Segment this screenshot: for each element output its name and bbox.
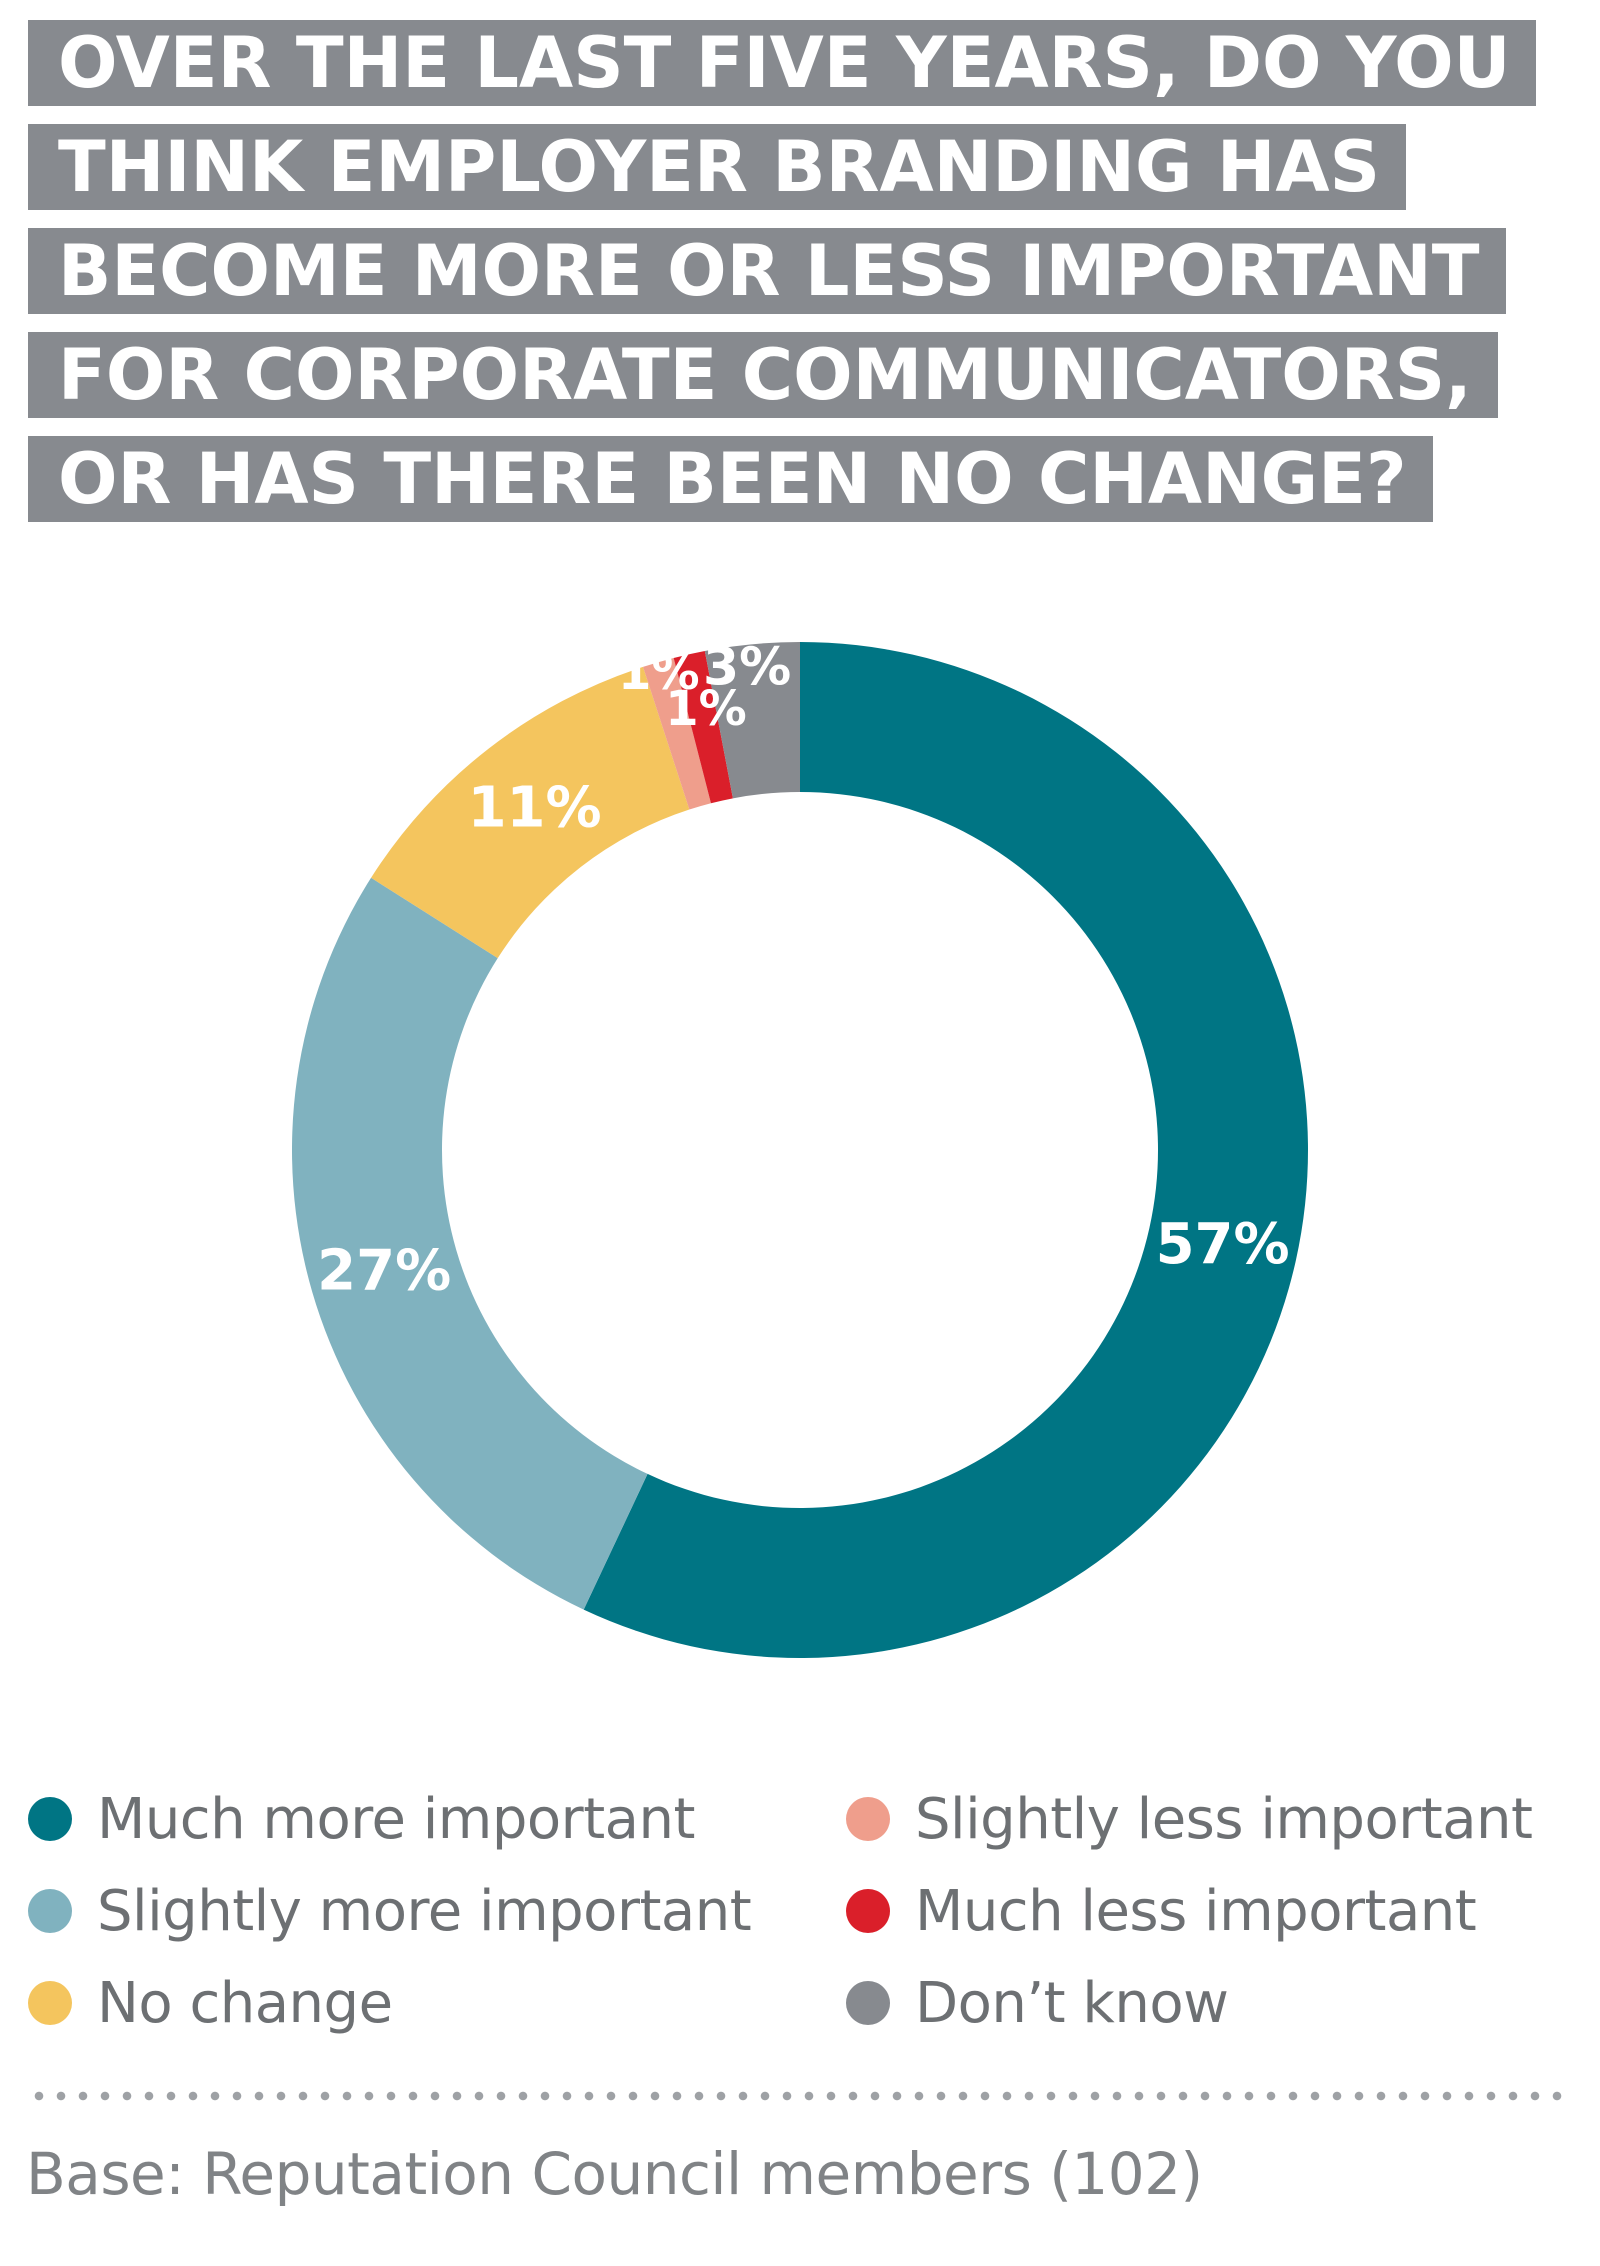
footnote: Base: Reputation Council members (102) bbox=[26, 2140, 1203, 2208]
slice-much-less-important bbox=[673, 650, 733, 804]
slice-label-much-more-important: 57% bbox=[1156, 1212, 1290, 1277]
legend-swatch bbox=[846, 1981, 890, 2025]
legend-item-slightly-less-important: Slightly less important bbox=[846, 1773, 1533, 1865]
slice-no-change bbox=[371, 666, 690, 959]
title-line-text: OVER THE LAST FIVE YEARS, DO YOU bbox=[28, 20, 1537, 106]
legend-label: Slightly less important bbox=[915, 1786, 1533, 1852]
legend: Much more important Slightly more import… bbox=[28, 1773, 1598, 2073]
legend-item-much-more-important: Much more important bbox=[28, 1773, 695, 1865]
donut-labels: 57% 27% 11% 1%1%3% bbox=[317, 637, 1289, 1303]
legend-item-much-less-important: Much less important bbox=[846, 1865, 1477, 1957]
legend-swatch bbox=[28, 1981, 72, 2025]
donut-chart: 57% 27% 11% 1%1%3% bbox=[291, 637, 1308, 1658]
legend-label: Much more important bbox=[97, 1786, 695, 1852]
slice-label-much-less-important: 1% bbox=[665, 681, 747, 737]
legend-item-slightly-more-important: Slightly more important bbox=[28, 1865, 752, 1957]
legend-label: Don’t know bbox=[915, 1970, 1229, 2036]
slice-don-t-know bbox=[704, 642, 800, 799]
legend-swatch bbox=[28, 1889, 72, 1933]
slice-label-slightly-more-important: 27% bbox=[317, 1238, 451, 1303]
legend-label: Slightly more important bbox=[97, 1878, 752, 1944]
title-line: THINK EMPLOYER BRANDING HAS bbox=[28, 124, 1588, 228]
legend-swatch bbox=[846, 1889, 890, 1933]
legend-item-no-change: No change bbox=[28, 1957, 393, 2049]
slice-label-don-t-know: 3% bbox=[703, 637, 791, 697]
slice-slightly-less-important bbox=[643, 657, 711, 810]
legend-swatch bbox=[28, 1797, 72, 1841]
chart-title: OVER THE LAST FIVE YEARS, DO YOU THINK E… bbox=[28, 20, 1588, 540]
title-line: BECOME MORE OR LESS IMPORTANT bbox=[28, 228, 1588, 332]
legend-label: No change bbox=[97, 1970, 393, 2036]
slice-label-slightly-less-important: 1% bbox=[618, 645, 700, 701]
title-line-text: OR HAS THERE BEEN NO CHANGE? bbox=[28, 436, 1433, 522]
slice-much-more-important bbox=[583, 642, 1308, 1658]
slice-slightly-more-important bbox=[291, 877, 648, 1610]
legend-item-dont-know: Don’t know bbox=[846, 1957, 1229, 2049]
donut-slices bbox=[291, 642, 1308, 1658]
title-line-text: FOR CORPORATE COMMUNICATORS, bbox=[28, 332, 1498, 418]
title-line-text: BECOME MORE OR LESS IMPORTANT bbox=[28, 228, 1506, 314]
title-line: OVER THE LAST FIVE YEARS, DO YOU bbox=[28, 20, 1588, 124]
legend-label: Much less important bbox=[915, 1878, 1477, 1944]
title-line: OR HAS THERE BEEN NO CHANGE? bbox=[28, 436, 1588, 540]
dotted-divider bbox=[28, 2090, 1573, 2102]
legend-swatch bbox=[846, 1797, 890, 1841]
title-line: FOR CORPORATE COMMUNICATORS, bbox=[28, 332, 1588, 436]
slice-label-no-change: 11% bbox=[468, 775, 602, 840]
title-line-text: THINK EMPLOYER BRANDING HAS bbox=[28, 124, 1407, 210]
